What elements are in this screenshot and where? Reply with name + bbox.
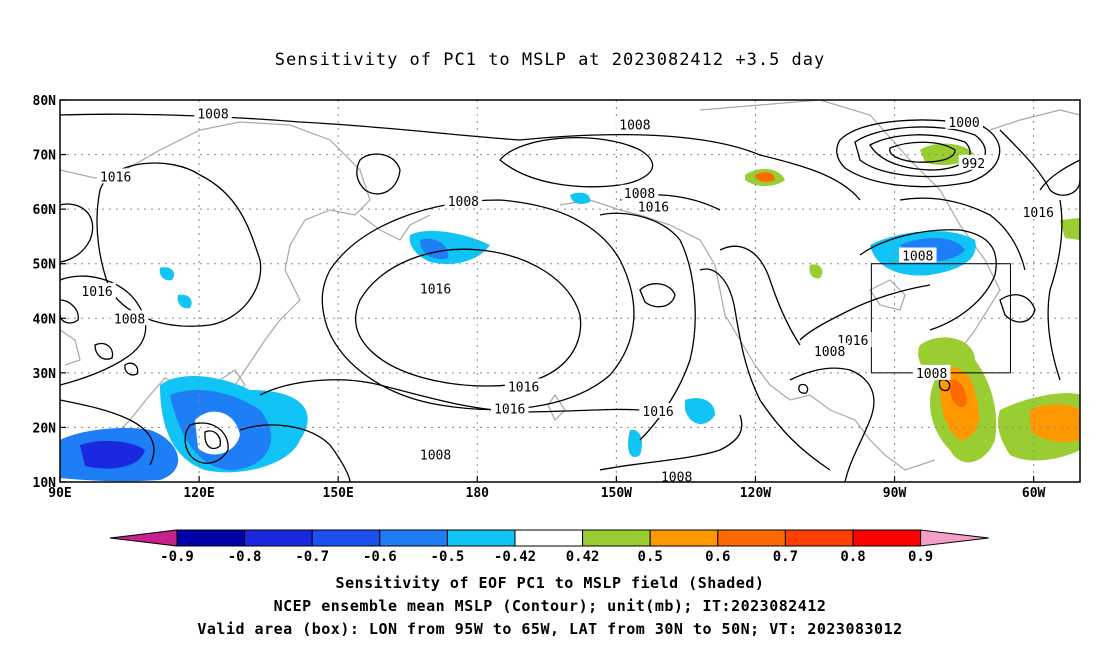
lon-tick-label: 180 bbox=[466, 486, 490, 501]
colorbar-low-arrow bbox=[109, 529, 178, 547]
contour-label: 1008 bbox=[661, 471, 692, 486]
colorbar-label: 0.7 bbox=[773, 549, 798, 565]
colorbar-label: -0.6 bbox=[363, 549, 397, 565]
contour-label-bg bbox=[634, 198, 673, 214]
contour-label: 1016 bbox=[638, 200, 669, 215]
colorbar-label: -0.8 bbox=[228, 549, 262, 565]
contour-label: 1008 bbox=[448, 195, 479, 210]
contour-label-bg bbox=[490, 400, 529, 416]
contour-label: 1000 bbox=[948, 116, 979, 131]
contour-label: 1008 bbox=[197, 108, 228, 123]
lat-tick-label: 30N bbox=[33, 367, 57, 382]
contour-label: 1016 bbox=[81, 285, 112, 300]
contour-label-bg bbox=[639, 403, 677, 419]
contour-label-bg bbox=[810, 343, 849, 359]
lat-tick-label: 50N bbox=[33, 258, 57, 273]
contour-label: 1008 bbox=[420, 449, 451, 464]
colorbar-segment bbox=[852, 529, 922, 547]
lon-tick-label: 90W bbox=[883, 486, 907, 501]
contour-label: 992 bbox=[962, 157, 985, 172]
contour-label: 1008 bbox=[114, 312, 145, 327]
contour-label-bg bbox=[620, 184, 659, 200]
contour-label: 1008 bbox=[624, 187, 655, 202]
lon-tick-label: 60W bbox=[1022, 486, 1046, 501]
lon-tick-label: 120W bbox=[740, 486, 771, 501]
contour-label: 1008 bbox=[619, 119, 650, 134]
colorbar-label: 0.42 bbox=[566, 549, 600, 565]
colorbar-segment bbox=[311, 529, 381, 547]
contour-label: 1016 bbox=[494, 402, 525, 417]
colorbar-segment bbox=[582, 529, 651, 547]
contour-label: 1016 bbox=[100, 170, 131, 185]
caption-line-2: NCEP ensemble mean MSLP (Contour); unit(… bbox=[273, 597, 827, 615]
contour-label-bg bbox=[78, 283, 116, 298]
colorbar-label: -0.9 bbox=[160, 549, 194, 565]
colorbar-label: 0.9 bbox=[908, 549, 933, 565]
contour-label-bg bbox=[958, 154, 988, 170]
colorbar-high-arrow bbox=[920, 529, 989, 547]
contour-label-bg bbox=[912, 364, 951, 380]
colorbar-label: 0.6 bbox=[705, 549, 730, 565]
contour-label-bg bbox=[945, 113, 983, 129]
colorbar-segment bbox=[784, 529, 854, 547]
colorbar-label: 0.5 bbox=[638, 549, 663, 565]
contour-label: 1016 bbox=[642, 405, 673, 420]
lat-tick-label: 20N bbox=[33, 421, 57, 436]
lat-tick-label: 10N bbox=[33, 476, 57, 491]
colorbar: -0.9 -0.8 -0.7 -0.6 -0.5 -0.42 0.42 0.5 0.6 0.7 0.… bbox=[109, 529, 989, 565]
contour-label: 1016 bbox=[420, 282, 451, 297]
colorbar-segment bbox=[379, 529, 448, 547]
contour-label: 1016 bbox=[1023, 206, 1054, 221]
contour-label-bg bbox=[657, 468, 696, 484]
lat-tick-label: 60N bbox=[33, 203, 57, 218]
colorbar-label: -0.5 bbox=[431, 549, 465, 565]
contour-label-bg bbox=[504, 378, 543, 394]
colorbar-segment bbox=[176, 529, 246, 547]
contour-label: 1008 bbox=[902, 250, 933, 265]
contour-label-bg bbox=[194, 105, 232, 121]
lat-tick-label: 80N bbox=[33, 94, 57, 109]
colorbar-label: -0.7 bbox=[295, 549, 329, 565]
contour-label-bg bbox=[416, 280, 455, 296]
contour-label: 1008 bbox=[814, 345, 845, 360]
contour-label-bg bbox=[616, 116, 654, 132]
lon-tick-label: 120E bbox=[183, 486, 214, 501]
contour-label-bg bbox=[110, 310, 149, 326]
lon-tick-label: 150W bbox=[601, 486, 632, 501]
colorbar-label: -0.42 bbox=[494, 549, 536, 565]
lon-tick-label: 150E bbox=[323, 486, 354, 501]
contour-label-bg bbox=[1019, 203, 1058, 219]
colorbar-segment bbox=[649, 529, 719, 547]
contour-label-bg bbox=[898, 247, 937, 263]
plot-frame bbox=[59, 99, 1081, 483]
contour-label-bg bbox=[96, 168, 135, 184]
contour-label: 1008 bbox=[916, 367, 947, 382]
sensitivity-shading bbox=[60, 143, 1080, 482]
colorbar-label: 0.8 bbox=[840, 549, 865, 565]
caption-line-1: Sensitivity of EOF PC1 to MSLP field (Sh… bbox=[335, 574, 765, 592]
lat-tick-label: 70N bbox=[33, 149, 57, 164]
colorbar-segment bbox=[514, 529, 584, 547]
contour-label-bg bbox=[416, 446, 455, 462]
colorbar-segment bbox=[244, 529, 313, 547]
caption-line-3: Valid area (box): LON from 95W to 65W, L… bbox=[197, 620, 903, 638]
lat-tick-label: 40N bbox=[33, 312, 57, 327]
contour-label: 1016 bbox=[508, 381, 539, 396]
colorbar-segment bbox=[446, 529, 516, 547]
chart-title: Sensitivity of PC1 to MSLP at 2023082412… bbox=[274, 50, 826, 70]
contour-label-bg bbox=[444, 192, 483, 208]
lon-tick-label: 90E bbox=[48, 486, 71, 501]
colorbar-segment bbox=[717, 529, 786, 547]
